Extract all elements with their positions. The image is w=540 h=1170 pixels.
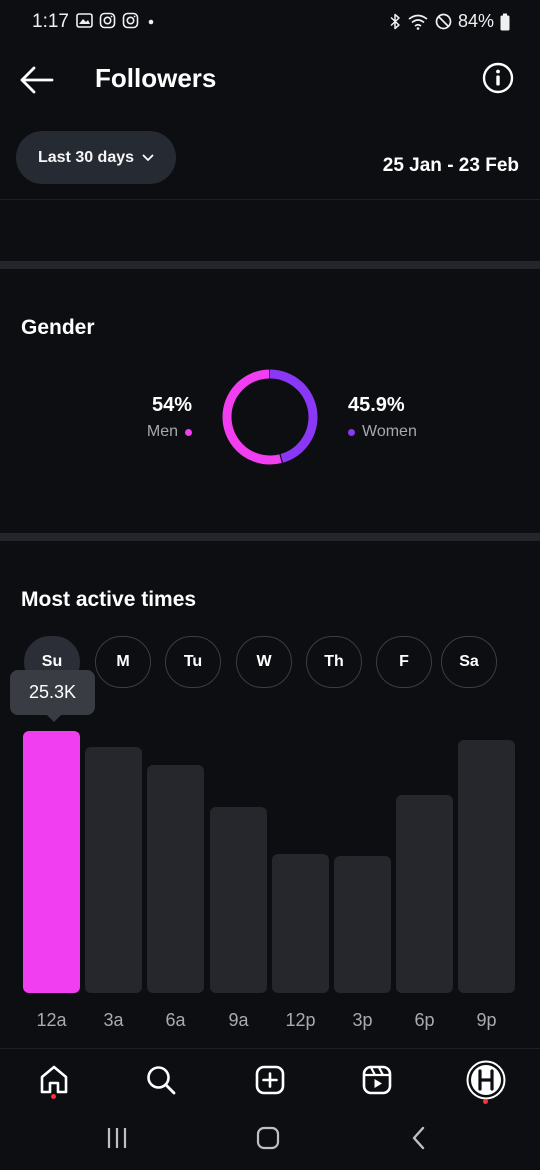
battery-icon xyxy=(500,13,510,30)
men-label: Men xyxy=(146,423,178,440)
gender-donut-chart xyxy=(222,369,318,465)
date-range-text: 25 Jan - 23 Feb xyxy=(382,155,519,176)
x-tick-label: 12p xyxy=(285,1010,316,1030)
chevron-down-icon xyxy=(142,154,154,161)
nav-search-button[interactable] xyxy=(141,1060,181,1100)
x-tick-label: 12a xyxy=(36,1010,67,1030)
info-icon xyxy=(482,62,514,94)
x-tick-label: 9a xyxy=(228,1010,249,1030)
bottom-nav-divider xyxy=(0,1048,540,1049)
nav-home-button[interactable] xyxy=(34,1060,74,1100)
men-dot-icon xyxy=(185,428,192,436)
date-range-dropdown-label: Last 30 days xyxy=(37,148,135,166)
men-percent: 54% xyxy=(151,394,192,416)
bar-6p[interactable] xyxy=(396,795,453,993)
profile-avatar xyxy=(466,1060,506,1100)
nav-create-button[interactable] xyxy=(250,1060,290,1100)
day-tab-th[interactable]: Th xyxy=(306,636,362,688)
men-legend: Men xyxy=(100,423,192,441)
home-system-icon xyxy=(256,1126,280,1150)
bluetooth-icon xyxy=(390,13,400,30)
bar-3a[interactable] xyxy=(85,747,142,993)
day-tab-f[interactable]: F xyxy=(376,636,432,688)
bar-3p[interactable] xyxy=(334,856,391,993)
home-system-button[interactable] xyxy=(253,1120,283,1156)
nav-profile-button[interactable] xyxy=(466,1060,506,1100)
day-tab-sa[interactable]: Sa xyxy=(441,636,497,688)
donut-men-segment xyxy=(222,369,318,465)
profile-notification-dot xyxy=(483,1099,488,1104)
search-icon xyxy=(147,1066,176,1095)
gender-women-stat: 45.9% Women xyxy=(348,394,478,441)
wifi-icon xyxy=(408,14,428,30)
do-not-disturb-icon xyxy=(435,13,452,30)
donut-women-segment xyxy=(222,369,318,465)
info-button[interactable] xyxy=(482,62,514,94)
day-tab-tu[interactable]: Tu xyxy=(165,636,221,688)
create-icon xyxy=(255,1065,285,1095)
more-notifications-dot-icon xyxy=(148,19,154,24)
back-arrow-icon xyxy=(20,66,54,94)
reels-icon xyxy=(362,1065,392,1095)
day-tab-w[interactable]: W xyxy=(236,636,292,688)
nav-reels-button[interactable] xyxy=(357,1060,397,1100)
women-dot-icon xyxy=(348,428,355,436)
bar-9p[interactable] xyxy=(458,740,515,993)
back-button[interactable] xyxy=(18,64,56,96)
page-title: Followers xyxy=(95,63,217,93)
bar-12a[interactable] xyxy=(23,731,80,993)
active-times-section-title: Most active times xyxy=(21,588,197,611)
gender-section-title: Gender xyxy=(21,316,95,339)
home-notification-dot xyxy=(51,1094,56,1099)
back-system-button[interactable] xyxy=(404,1120,434,1156)
women-label: Women xyxy=(362,423,417,440)
x-tick-label: 6a xyxy=(165,1010,186,1030)
section-divider-2 xyxy=(0,533,540,541)
section-divider xyxy=(0,261,540,269)
x-tick-label: 3p xyxy=(352,1010,373,1030)
status-notification-icons xyxy=(76,12,157,29)
women-percent: 45.9% xyxy=(348,394,405,416)
gender-men-stat: 54% Men xyxy=(100,394,192,441)
status-system-icons: 84% xyxy=(389,11,510,32)
x-tick-label: 6p xyxy=(414,1010,435,1030)
bar-9a[interactable] xyxy=(210,807,267,993)
date-range-dropdown[interactable]: Last 30 days xyxy=(16,131,176,184)
x-tick-label: 3a xyxy=(103,1010,124,1030)
divider xyxy=(0,199,540,200)
instagram-notification-icon-2 xyxy=(122,12,139,29)
bar-6a[interactable] xyxy=(147,765,204,993)
status-time: 1:17 xyxy=(32,11,69,32)
instagram-notification-icon xyxy=(99,12,116,29)
x-tick-label: 9p xyxy=(476,1010,497,1030)
day-tab-m[interactable]: M xyxy=(95,636,151,688)
home-icon xyxy=(40,1065,68,1094)
gallery-icon xyxy=(76,13,93,28)
bar-12p[interactable] xyxy=(272,854,329,993)
status-bar: 1:17 84% xyxy=(0,0,540,44)
back-chevron-icon xyxy=(412,1126,425,1150)
battery-percent: 84% xyxy=(457,11,494,31)
header: Followers xyxy=(0,50,540,110)
women-legend: Women xyxy=(348,423,478,441)
recent-apps-icon xyxy=(107,1128,127,1148)
recent-apps-button[interactable] xyxy=(102,1120,132,1156)
bar-value-tooltip: 25.3K xyxy=(10,670,95,715)
tooltip-pointer xyxy=(46,714,62,722)
